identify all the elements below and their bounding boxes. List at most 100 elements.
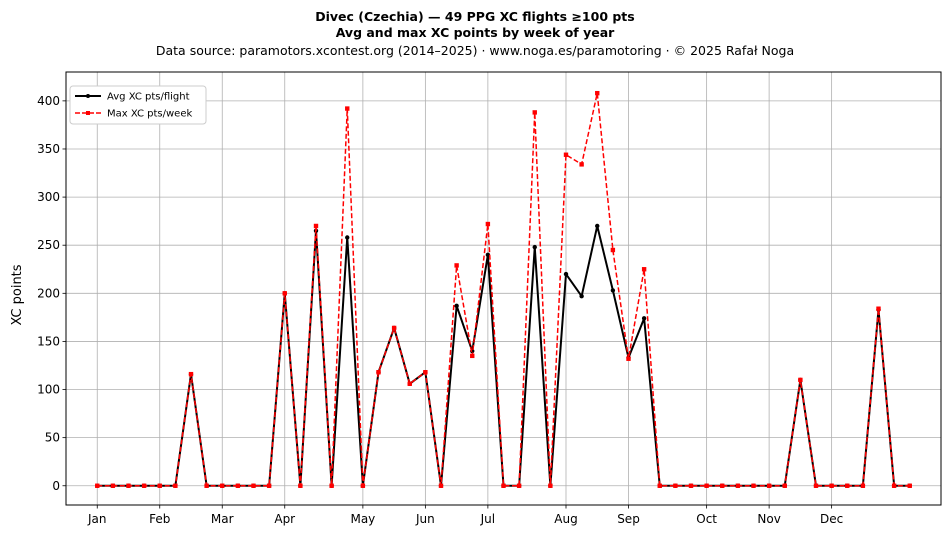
- legend-avg-marker: [86, 94, 90, 98]
- max-point: [141, 483, 147, 488]
- max-point: [313, 223, 319, 229]
- legend-max-label: Max XC pts/week: [107, 109, 192, 120]
- max-point: [298, 483, 303, 488]
- x-tick-label: Jul: [480, 512, 495, 526]
- y-tick-label: 50: [45, 431, 60, 445]
- avg-point: [532, 244, 537, 250]
- max-point: [235, 483, 241, 488]
- max-point: [813, 483, 819, 488]
- x-tick-label: Aug: [554, 512, 577, 526]
- max-point: [188, 371, 194, 377]
- y-tick-label: 150: [37, 334, 60, 348]
- y-tick-label: 100: [37, 383, 60, 397]
- x-tick-label: Jan: [87, 512, 107, 526]
- y-tick-label: 350: [37, 142, 60, 156]
- avg-point: [579, 293, 584, 299]
- max-point: [860, 483, 866, 488]
- max-point: [438, 483, 444, 488]
- y-tick-label: 200: [37, 286, 60, 300]
- max-point: [407, 381, 412, 386]
- x-tick-label: Oct: [696, 512, 717, 526]
- avg-point: [345, 235, 350, 240]
- legend-max-marker: [86, 111, 90, 115]
- max-point: [282, 291, 287, 296]
- max-point: [516, 483, 522, 488]
- x-tick-label: Mar: [211, 512, 234, 526]
- max-point: [610, 247, 616, 253]
- max-point: [845, 483, 850, 488]
- max-point: [829, 483, 834, 488]
- y-tick-label: 0: [52, 479, 60, 493]
- x-tick-label: Nov: [757, 512, 780, 526]
- max-point: [782, 483, 787, 488]
- legend-box: [69, 85, 207, 125]
- max-point: [641, 267, 647, 272]
- max-point: [626, 356, 631, 361]
- y-tick-label: 250: [37, 238, 60, 252]
- max-point: [735, 483, 741, 488]
- chart-title-line-1: Divec (Czechia) — 49 PPG XC flights ≥100…: [315, 9, 634, 24]
- tick-layer: 0 50 100 150 200 250 300 350 400 Jan Feb Mar Apr May J…: [37, 94, 843, 526]
- legend: Avg XC pts/flight Max XC pts/week: [69, 85, 207, 125]
- avg-series-line: [97, 224, 910, 487]
- max-point: [329, 483, 334, 488]
- avg-point: [454, 303, 459, 309]
- x-tick-label: Sep: [617, 512, 640, 526]
- max-point: [798, 377, 803, 383]
- max-point: [204, 483, 209, 488]
- max-point: [579, 162, 584, 167]
- max-point: [173, 483, 178, 488]
- max-point: [891, 483, 897, 488]
- max-point: [391, 325, 397, 331]
- x-tick-label: May: [350, 512, 375, 526]
- max-point: [532, 110, 537, 115]
- max-point: [251, 483, 256, 488]
- grid-layer: [66, 72, 941, 505]
- max-point: [376, 370, 381, 375]
- y-tick-label: 400: [37, 94, 60, 108]
- avg-point: [641, 316, 647, 321]
- max-point: [345, 106, 350, 111]
- max-point: [470, 353, 475, 359]
- max-point: [501, 483, 506, 488]
- max-point: [157, 483, 162, 488]
- max-point: [548, 483, 553, 488]
- x-tick-label: Jun: [415, 512, 435, 526]
- max-point: [907, 483, 912, 488]
- max-point: [673, 483, 678, 488]
- max-point: [360, 483, 366, 488]
- avg-point: [595, 223, 600, 229]
- legend-avg-label: Avg XC pts/flight: [107, 92, 190, 103]
- max-point: [454, 263, 459, 268]
- series-layer: [95, 90, 912, 488]
- max-point: [220, 483, 225, 488]
- max-point: [563, 152, 569, 157]
- avg-point: [563, 271, 569, 277]
- max-point: [657, 483, 662, 488]
- max-point: [688, 483, 694, 488]
- y-tick-label: 300: [37, 190, 60, 204]
- max-point: [766, 483, 772, 488]
- max-point: [876, 306, 881, 311]
- max-point: [751, 483, 756, 488]
- x-tick-label: Feb: [149, 512, 170, 526]
- avg-point: [610, 288, 616, 293]
- chart-title-line-2: Avg and max XC points by week of year: [336, 25, 615, 40]
- x-tick-label: Apr: [274, 512, 295, 526]
- max-point: [485, 221, 491, 227]
- max-point: [720, 483, 725, 488]
- max-point: [266, 483, 272, 488]
- y-axis-label: XC points: [10, 264, 25, 325]
- avg-point: [485, 252, 491, 258]
- max-point: [423, 370, 428, 375]
- max-point: [95, 483, 100, 488]
- max-point: [110, 483, 116, 488]
- max-point: [126, 483, 131, 488]
- max-series-line: [97, 92, 910, 487]
- max-point: [704, 483, 709, 488]
- plot-frame: [65, 71, 942, 506]
- x-tick-label: Dec: [820, 512, 843, 526]
- max-point: [595, 90, 600, 96]
- chart-subtitle: Data source: paramotors.xcontest.org (20…: [156, 43, 794, 58]
